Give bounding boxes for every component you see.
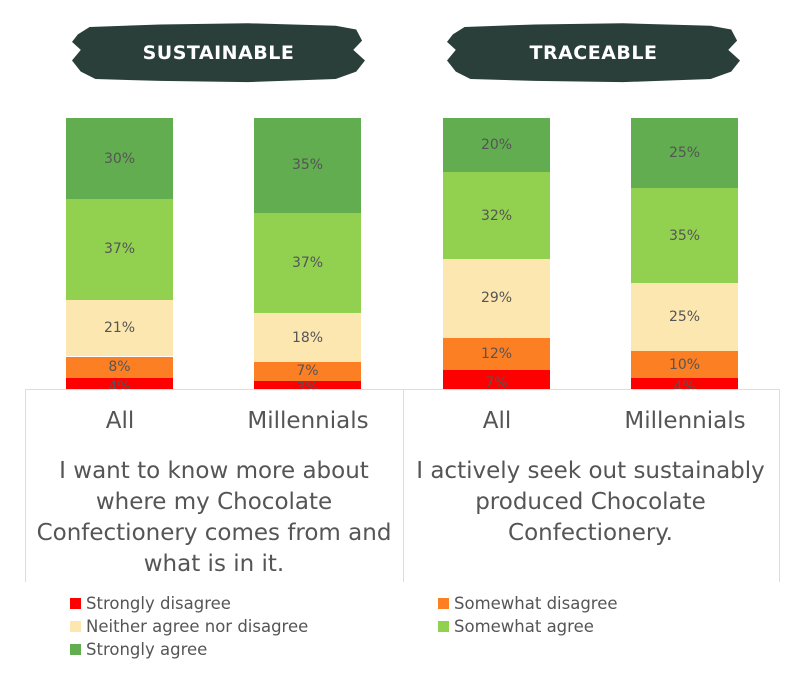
bar-segment-strongly-agree: 25% <box>631 118 738 189</box>
category-label: Millennials <box>247 408 369 434</box>
category-box: All Millennials I want to know more about … <box>25 389 780 582</box>
statement-text: I want to know more about where my Choco… <box>36 458 392 577</box>
legend-label: Strongly agree <box>86 640 208 659</box>
bar-segment-somewhat-disagree: 12% <box>443 337 550 371</box>
legend-item: Neither agree nor disagree <box>70 617 308 636</box>
legend-swatch <box>70 644 81 655</box>
statement-text: I actively seek out sustainably produced… <box>416 458 765 546</box>
legend-item: Somewhat agree <box>438 617 594 636</box>
bar-segment-neither-agree-nor-disagree: 18% <box>254 313 361 362</box>
bar-segment-strongly-disagree: 7% <box>443 370 550 391</box>
data-label: 18% <box>291 329 324 346</box>
data-label: 8% <box>108 359 131 376</box>
bar-segment-somewhat-disagree: 8% <box>66 356 173 379</box>
category-label: All <box>105 408 135 434</box>
legend-swatch <box>70 598 81 609</box>
legend-item: Strongly agree <box>70 640 207 659</box>
category-label: Millennials <box>624 408 746 434</box>
bar-segment-strongly-agree: 35% <box>254 118 361 213</box>
legend-label: Strongly disagree <box>86 594 231 613</box>
bar-segment-somewhat-disagree: 7% <box>254 361 361 381</box>
bar-segment-strongly-disagree: 3% <box>254 380 361 396</box>
legend-swatch <box>438 621 449 632</box>
data-label: 29% <box>480 290 513 307</box>
legend-swatch <box>70 621 81 632</box>
legend-label: Neither agree nor disagree <box>86 617 309 636</box>
stacked-bar: 4% 10% 25% 35% 25% <box>631 118 738 395</box>
stacked-bar: 7% 12% 29% 32% 20% <box>443 118 550 391</box>
data-label: 37% <box>291 254 324 271</box>
bar-segment-neither-agree-nor-disagree: 29% <box>443 258 550 338</box>
bar-segment-strongly-disagree: 4% <box>66 378 173 395</box>
data-label: 10% <box>668 356 701 373</box>
panel-title-banner: SUSTAINABLE <box>72 23 365 83</box>
bar-segment-strongly-disagree: 4% <box>631 378 738 395</box>
data-label: 21% <box>103 320 136 337</box>
legend-item: Somewhat disagree <box>438 594 618 613</box>
data-label: 25% <box>668 145 701 162</box>
legend-item: Strongly disagree <box>70 594 231 613</box>
data-label: 32% <box>480 207 513 224</box>
data-label: 12% <box>480 345 513 362</box>
legend-label: Somewhat disagree <box>454 594 618 613</box>
data-label: 35% <box>291 157 324 174</box>
data-label: 30% <box>103 150 136 167</box>
data-label: 37% <box>103 241 136 258</box>
legend-label: Somewhat agree <box>454 617 594 636</box>
stacked-bar: 3% 7% 18% 37% 35% <box>254 118 361 396</box>
bar-segment-somewhat-agree: 37% <box>66 199 173 300</box>
divider <box>403 390 404 582</box>
bar-segment-neither-agree-nor-disagree: 25% <box>631 283 738 352</box>
data-label: 7% <box>485 374 508 391</box>
panel-title-banner: TRACEABLE <box>447 23 740 83</box>
bar-segment-somewhat-disagree: 10% <box>631 351 738 379</box>
bar-segment-strongly-agree: 20% <box>443 118 550 173</box>
bar-segment-somewhat-agree: 32% <box>443 172 550 259</box>
category-label: All <box>482 408 512 434</box>
data-label: 35% <box>668 227 701 244</box>
data-label: 20% <box>480 137 513 154</box>
legend-swatch <box>438 598 449 609</box>
data-label: 25% <box>668 309 701 326</box>
bar-segment-strongly-agree: 30% <box>66 118 173 200</box>
bar-segment-somewhat-agree: 37% <box>254 212 361 314</box>
data-label: 7% <box>296 363 319 380</box>
bar-segment-neither-agree-nor-disagree: 21% <box>66 299 173 357</box>
bar-segment-somewhat-agree: 35% <box>631 188 738 284</box>
stacked-bar: 4% 8% 21% 37% 30% <box>66 118 173 395</box>
